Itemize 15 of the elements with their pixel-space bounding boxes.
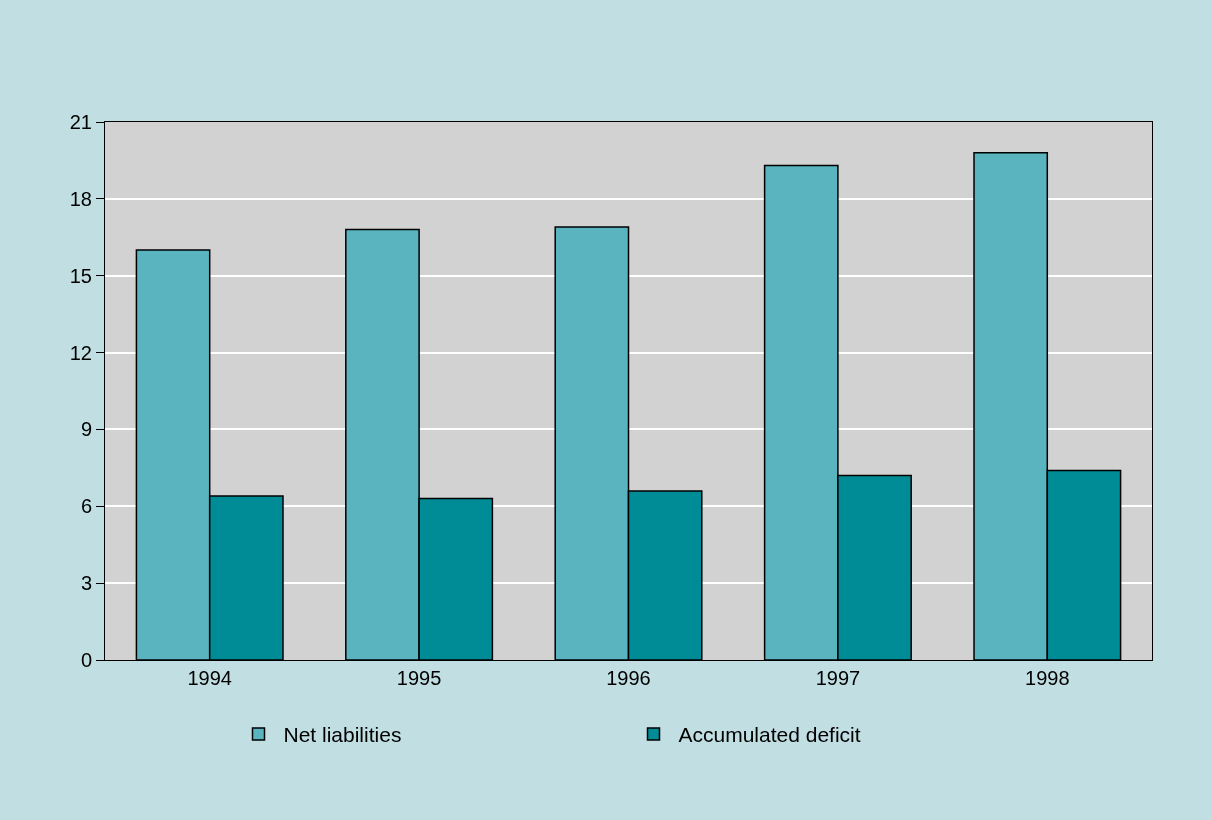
y-tick-label: 0 <box>80 649 92 671</box>
y-tick-label: 18 <box>69 187 92 210</box>
x-tick-label: 1995 <box>396 667 442 689</box>
x-tick-label: 1998 <box>1025 667 1070 689</box>
y-tick-label: 21 <box>69 111 92 133</box>
x-tick-label: 1996 <box>606 667 651 689</box>
y-tick-label: 15 <box>69 264 92 287</box>
legend-label: Net liabilities <box>283 723 402 747</box>
x-tick-label: 1997 <box>815 667 861 689</box>
legend-label: Accumulated deficit <box>678 723 861 747</box>
y-tick-label: 12 <box>69 341 92 364</box>
y-tick-label: 6 <box>80 495 92 518</box>
y-tick-label: 3 <box>80 572 92 595</box>
x-tick-label: 1994 <box>187 667 232 689</box>
y-tick-label: 9 <box>80 418 92 441</box>
